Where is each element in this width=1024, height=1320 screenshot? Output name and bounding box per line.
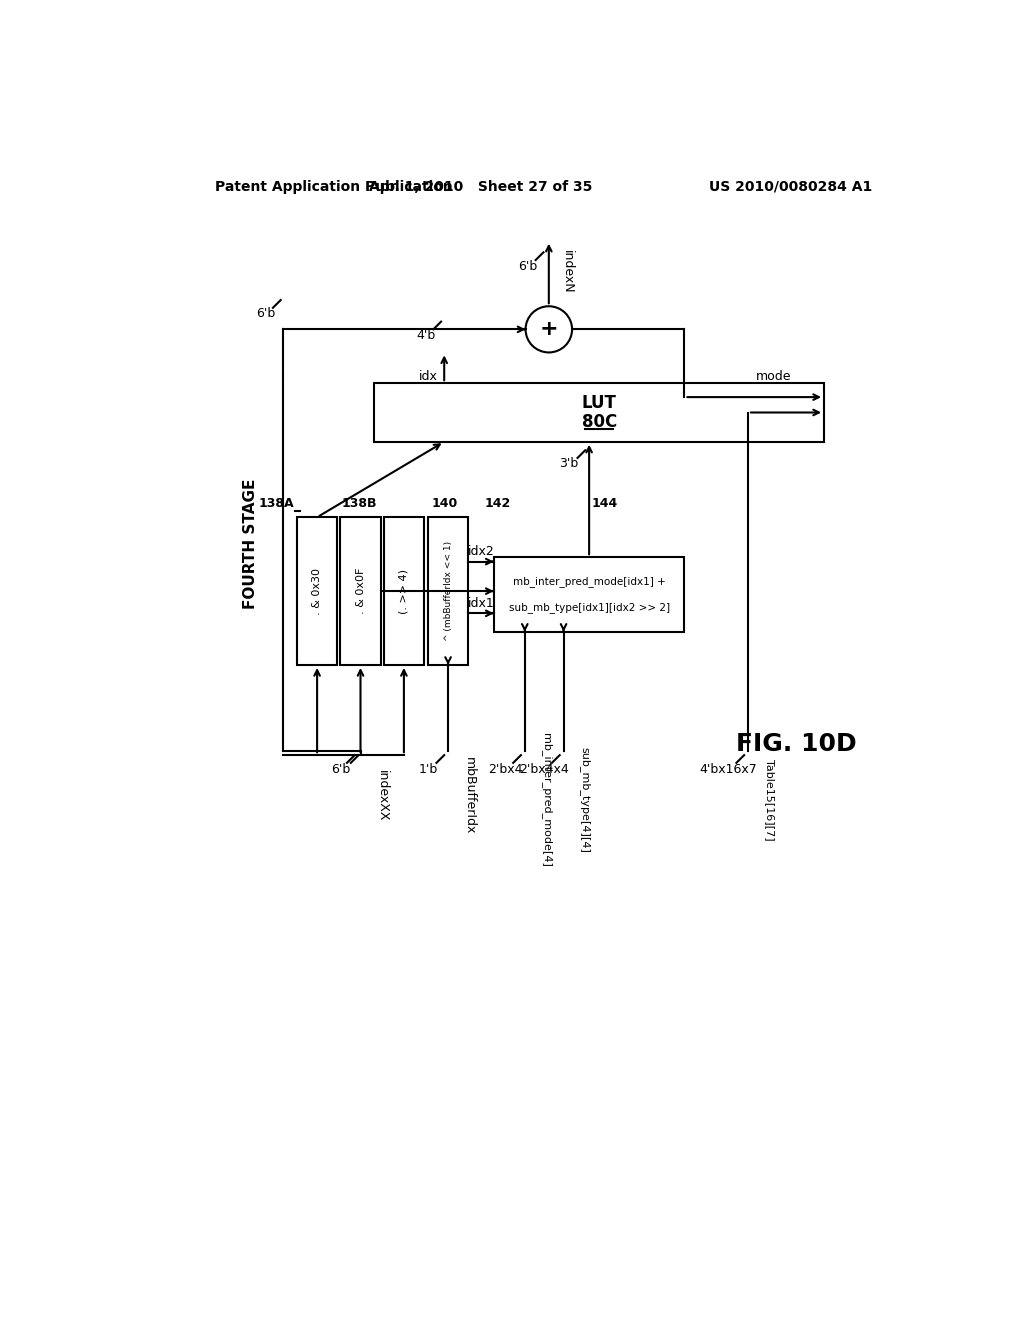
- Text: 80C: 80C: [582, 413, 616, 430]
- Text: sub_mb_type[4][4]: sub_mb_type[4][4]: [580, 747, 591, 853]
- Text: 138B: 138B: [342, 496, 378, 510]
- Circle shape: [525, 306, 572, 352]
- Text: idx1: idx1: [468, 597, 495, 610]
- Text: sub_mb_type[idx1][idx2 >> 2]: sub_mb_type[idx1][idx2 >> 2]: [509, 602, 670, 612]
- Text: Table15[16][7]: Table15[16][7]: [765, 759, 775, 841]
- Text: indexXX: indexXX: [376, 770, 389, 822]
- Text: ^ (mbBufferIdx << 1): ^ (mbBufferIdx << 1): [443, 541, 453, 642]
- Text: 142: 142: [484, 496, 511, 510]
- Text: 6'b: 6'b: [518, 260, 538, 273]
- Text: Apr. 1, 2010   Sheet 27 of 35: Apr. 1, 2010 Sheet 27 of 35: [369, 180, 592, 194]
- Bar: [494, 557, 684, 632]
- Text: mode: mode: [756, 370, 792, 383]
- Text: mbBufferIdx: mbBufferIdx: [463, 758, 476, 834]
- Bar: [375, 383, 824, 442]
- Bar: [297, 517, 337, 665]
- Text: indexN: indexN: [561, 249, 573, 293]
- Text: +: +: [540, 319, 558, 339]
- Text: LUT: LUT: [582, 395, 616, 412]
- Text: Patent Application Publication: Patent Application Publication: [215, 180, 453, 194]
- Text: 1'b: 1'b: [419, 763, 438, 776]
- Text: . & 0x0F: . & 0x0F: [355, 568, 366, 614]
- Text: 144: 144: [592, 496, 617, 510]
- Text: 4'bx16x7: 4'bx16x7: [699, 763, 758, 776]
- Bar: [428, 517, 468, 665]
- Bar: [384, 517, 424, 665]
- Text: 6'b: 6'b: [332, 763, 351, 776]
- Text: 138A: 138A: [258, 496, 294, 510]
- Text: (. >> 4): (. >> 4): [399, 569, 409, 614]
- Text: 2'bx4: 2'bx4: [488, 763, 522, 776]
- Text: 140: 140: [432, 496, 458, 510]
- Text: idx2: idx2: [468, 545, 495, 558]
- Text: FOURTH STAGE: FOURTH STAGE: [243, 478, 258, 609]
- Text: 4'b: 4'b: [416, 329, 435, 342]
- Bar: [340, 517, 381, 665]
- Text: FIG. 10D: FIG. 10D: [735, 731, 856, 755]
- Text: 6'b: 6'b: [256, 308, 275, 321]
- Text: US 2010/0080284 A1: US 2010/0080284 A1: [710, 180, 872, 194]
- Text: 3'b: 3'b: [559, 457, 579, 470]
- Text: idx: idx: [419, 370, 438, 383]
- Text: mb_inter_pred_mode[idx1] +: mb_inter_pred_mode[idx1] +: [513, 577, 666, 587]
- Text: mb_inter_pred_mode[4]: mb_inter_pred_mode[4]: [541, 733, 552, 867]
- Text: . & 0x30: . & 0x30: [312, 568, 323, 615]
- Text: 2'bx4x4: 2'bx4x4: [519, 763, 569, 776]
